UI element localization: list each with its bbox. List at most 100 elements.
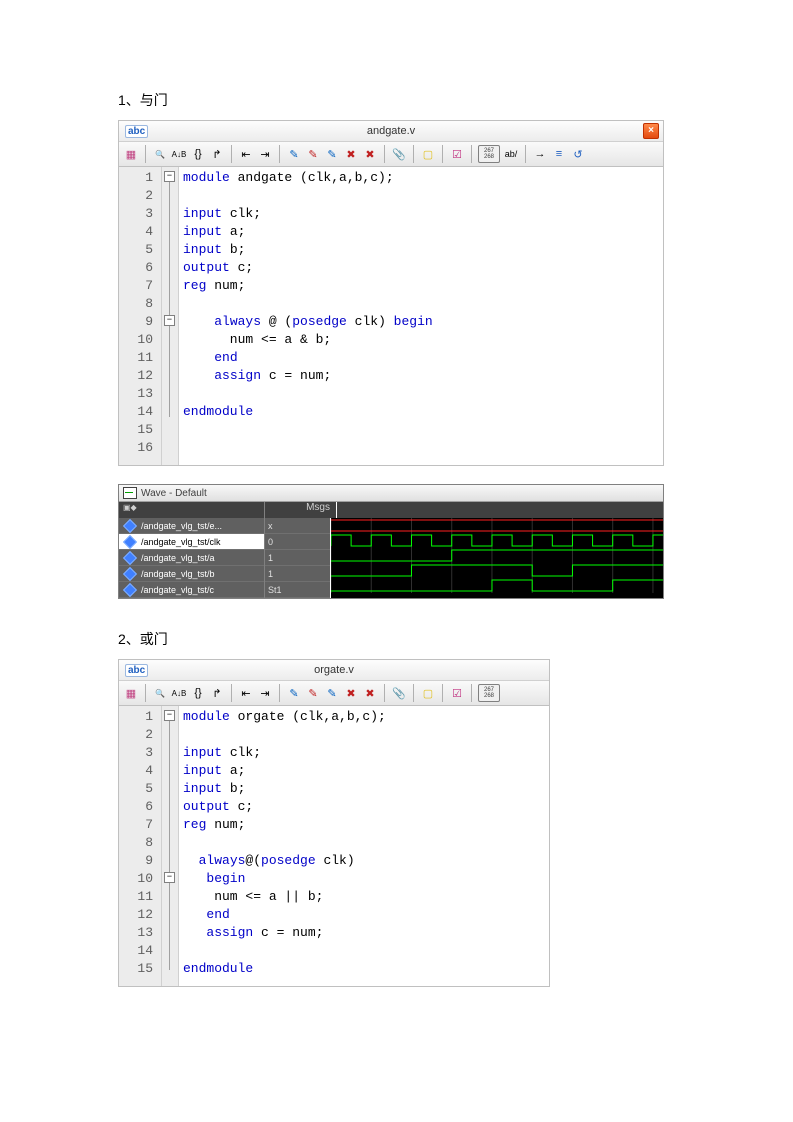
editor-toolbar: ▦🔍A↓B{}↱⇤⇥✎✎✎✖✖📎▢☑267 268ab/→≡↺: [119, 142, 663, 167]
msg-column: x011St1: [265, 518, 331, 598]
signal-row[interactable]: /andgate_vlg_tst/c: [119, 582, 264, 598]
signal-msg: St1: [265, 582, 330, 598]
wave-col-msgs: Msgs: [265, 502, 337, 518]
code-area[interactable]: 1 2 3 4 5 6 7 8 9 10 11 12 13 14 15 −− m…: [119, 706, 549, 986]
signal-msg: 1: [265, 566, 330, 582]
pen3-icon[interactable]: ✎: [324, 685, 340, 701]
wave-window: Wave - Default ▣◆ Msgs /andgate_vlg_tst/…: [118, 484, 664, 599]
pen3-icon[interactable]: ✎: [324, 146, 340, 162]
pen1-icon[interactable]: ✎: [286, 146, 302, 162]
code-text[interactable]: module orgate (clk,a,b,c); input clk;inp…: [179, 706, 386, 986]
wave-canvas[interactable]: [331, 518, 663, 593]
del2-icon[interactable]: ✖: [362, 146, 378, 162]
editor-window-andgate: abc andgate.v × ▦🔍A↓B{}↱⇤⇥✎✎✎✖✖📎▢☑267 26…: [118, 120, 664, 466]
pen2-icon[interactable]: ✎: [305, 146, 321, 162]
outdent-icon[interactable]: ⇤: [238, 146, 254, 162]
braces-icon[interactable]: {}: [190, 146, 206, 162]
find2-icon[interactable]: A↓B: [171, 146, 187, 162]
undo-icon[interactable]: ↺: [570, 146, 586, 162]
linenum-icon[interactable]: 267 268: [478, 145, 500, 163]
clip-icon[interactable]: 📎: [391, 685, 407, 701]
signal-row[interactable]: /andgate_vlg_tst/b: [119, 566, 264, 582]
editor-title: orgate.v: [314, 664, 354, 676]
close-icon[interactable]: ×: [643, 123, 659, 139]
toolbar-separator: [231, 684, 232, 702]
fold-toggle[interactable]: −: [164, 171, 175, 182]
braces-icon[interactable]: {}: [190, 685, 206, 701]
wave-body: /andgate_vlg_tst/e... /andgate_vlg_tst/cl…: [119, 518, 663, 598]
clip-icon[interactable]: 📎: [391, 146, 407, 162]
signal-column[interactable]: /andgate_vlg_tst/e... /andgate_vlg_tst/cl…: [119, 518, 265, 598]
grid-icon[interactable]: ▦: [123, 685, 139, 701]
grid-icon[interactable]: ▦: [123, 146, 139, 162]
find2-icon[interactable]: A↓B: [171, 685, 187, 701]
toolbar-separator: [279, 684, 280, 702]
toolbar-separator: [442, 684, 443, 702]
signal-msg: 1: [265, 550, 330, 566]
find-icon[interactable]: 🔍: [152, 146, 168, 162]
line-gutter: 1 2 3 4 5 6 7 8 9 10 11 12 13 14 15: [119, 706, 162, 986]
abc-icon: abc: [125, 125, 148, 138]
signal-label: /andgate_vlg_tst/c: [141, 585, 214, 595]
abc-icon: abc: [125, 664, 148, 677]
toolbar-separator: [525, 145, 526, 163]
signal-row[interactable]: /andgate_vlg_tst/clk: [119, 534, 264, 550]
pen1-icon[interactable]: ✎: [286, 685, 302, 701]
check-icon[interactable]: ☑: [449, 685, 465, 701]
ab-icon[interactable]: ab/: [503, 146, 519, 162]
fold-toggle[interactable]: −: [164, 315, 175, 326]
signal-msg: x: [265, 518, 330, 534]
right-icon[interactable]: →: [532, 146, 548, 162]
toolbar-separator: [471, 145, 472, 163]
toolbar-separator: [145, 145, 146, 163]
signal-diamond-icon: [123, 582, 137, 596]
section1-heading: 1、与门: [118, 90, 673, 110]
signal-row[interactable]: /andgate_vlg_tst/e...: [119, 518, 264, 534]
line-gutter: 1 2 3 4 5 6 7 8 9 10 11 12 13 14 15 16: [119, 167, 162, 465]
editor-title: andgate.v: [367, 125, 415, 137]
code-text[interactable]: module andgate (clk,a,b,c); input clk;in…: [179, 167, 433, 465]
linenum-icon[interactable]: 267 268: [478, 684, 500, 702]
del2-icon[interactable]: ✖: [362, 685, 378, 701]
code-area[interactable]: 1 2 3 4 5 6 7 8 9 10 11 12 13 14 15 16 −…: [119, 167, 663, 465]
outdent-icon[interactable]: ⇤: [238, 685, 254, 701]
toolbar-separator: [442, 145, 443, 163]
arrow-icon[interactable]: ↱: [209, 685, 225, 701]
note-icon[interactable]: ▢: [420, 685, 436, 701]
editor-titlebar: abc orgate.v: [119, 660, 549, 681]
wave-titlebar: Wave - Default: [119, 485, 663, 502]
wave-icon: [123, 487, 137, 499]
toolbar-separator: [413, 145, 414, 163]
del1-icon[interactable]: ✖: [343, 146, 359, 162]
del1-icon[interactable]: ✖: [343, 685, 359, 701]
fold-column[interactable]: −−: [162, 706, 179, 986]
signal-label: /andgate_vlg_tst/b: [141, 569, 215, 579]
signal-row[interactable]: /andgate_vlg_tst/a: [119, 550, 264, 566]
find-icon[interactable]: 🔍: [152, 685, 168, 701]
toolbar-separator: [231, 145, 232, 163]
note-icon[interactable]: ▢: [420, 146, 436, 162]
check-icon[interactable]: ☑: [449, 146, 465, 162]
toolbar-separator: [384, 145, 385, 163]
toolbar-separator: [384, 684, 385, 702]
indent-icon[interactable]: ⇥: [257, 685, 273, 701]
pen2-icon[interactable]: ✎: [305, 685, 321, 701]
arrow-icon[interactable]: ↱: [209, 146, 225, 162]
signal-label: /andgate_vlg_tst/e...: [141, 521, 222, 531]
fold-toggle[interactable]: −: [164, 872, 175, 883]
indent-icon[interactable]: ⇥: [257, 146, 273, 162]
signal-diamond-icon: [123, 534, 137, 548]
toolbar-separator: [471, 684, 472, 702]
section2-heading: 2、或门: [118, 629, 673, 649]
wave-col-signals: ▣◆: [119, 502, 265, 518]
fold-column[interactable]: −−: [162, 167, 179, 465]
format-icon[interactable]: ≡: [551, 146, 567, 162]
editor-toolbar: ▦🔍A↓B{}↱⇤⇥✎✎✎✖✖📎▢☑267 268: [119, 681, 549, 706]
signal-diamond-icon: [123, 518, 137, 532]
signal-diamond-icon: [123, 550, 137, 564]
wave-header: ▣◆ Msgs: [119, 502, 663, 518]
fold-toggle[interactable]: −: [164, 710, 175, 721]
toolbar-separator: [413, 684, 414, 702]
signal-diamond-icon: [123, 566, 137, 580]
signal-label: /andgate_vlg_tst/clk: [141, 537, 221, 547]
